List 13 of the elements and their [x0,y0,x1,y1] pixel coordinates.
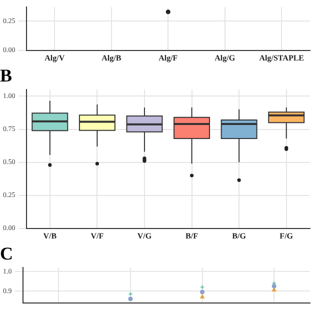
chart-title: C [0,243,13,264]
x-tick-label: Alg/STAPLE [259,53,304,62]
x-tick-label: Alg/V [44,53,65,62]
x-tick-label: B/F [186,231,198,240]
chart-title: B [0,65,12,86]
x-tick-label: V/G [137,231,152,240]
x-tick-label: F/G [280,231,294,240]
x-tick-label: Alg/B [102,53,122,62]
x-tick-label: Alg/F [158,53,178,62]
x-tick-label: B/G [232,231,246,240]
x-tick-label: Alg/G [214,53,236,62]
x-tick-label: V/F [90,231,104,240]
x-tick-label: V/B [43,231,58,240]
